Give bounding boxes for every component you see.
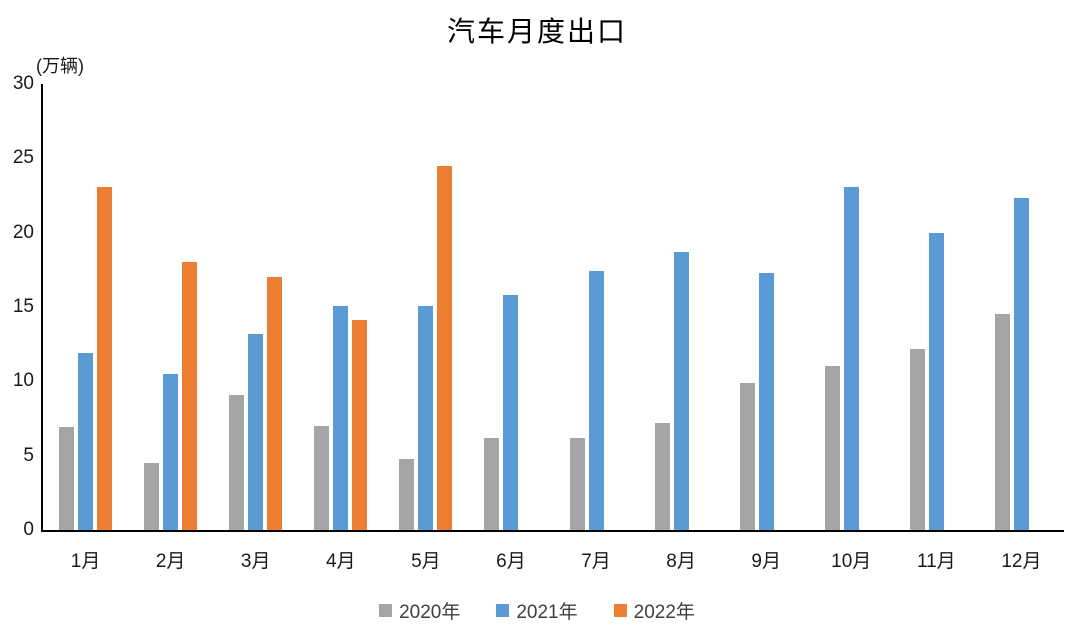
bar-2020年-3月 — [229, 394, 245, 530]
bar-group-8月 — [639, 84, 724, 530]
legend-item-2020年: 2020年 — [379, 597, 460, 624]
bar-2020年-9月 — [739, 382, 755, 530]
bar-2021年-9月 — [758, 272, 774, 530]
x-tick-label-1月: 1月 — [70, 551, 101, 572]
bar-2021年-3月 — [248, 333, 264, 530]
plot-area: 0 5 10 15 20 25 30 1月 2月 3月 4月 5月 6月 7月 8月 9月 10月 11月 12月 — [13, 73, 1064, 572]
bar-2021年-5月 — [418, 305, 434, 530]
legend-swatch-icon — [613, 604, 627, 617]
y-tick-label: 20 — [12, 221, 34, 243]
bar-2020年-5月 — [399, 458, 415, 530]
chart-title: 汽车月度出口 — [446, 15, 627, 48]
y-tick-label: 10 — [12, 370, 34, 392]
x-tick-label-12月: 12月 — [1001, 551, 1042, 572]
bar-2022年-1月 — [97, 186, 113, 530]
x-tick-label-9月: 9月 — [751, 551, 781, 572]
bar-2020年-11月 — [909, 348, 925, 530]
bar-2022年-2月 — [182, 262, 198, 530]
legend-item-2022年: 2022年 — [613, 597, 695, 624]
bar-group-4月 — [298, 84, 383, 530]
bar-group-3月 — [213, 84, 298, 530]
legend-swatch-icon — [379, 604, 393, 617]
y-tick-label: 0 — [23, 519, 34, 540]
bar-group-9月 — [724, 84, 809, 530]
bar-2020年-8月 — [654, 422, 670, 530]
bar-group-1月 — [43, 84, 128, 530]
bar-2022年-4月 — [352, 320, 368, 530]
bar-2020年-1月 — [59, 427, 75, 530]
bar-2021年-10月 — [843, 186, 859, 530]
bar-2021年-7月 — [588, 271, 604, 530]
bar-group-2月 — [128, 84, 213, 530]
bar-2021年-11月 — [928, 232, 944, 530]
x-axis-labels: 1月 2月 3月 4月 5月 6月 7月 8月 9月 10月 11月 12月 — [43, 546, 1064, 573]
bar-2021年-8月 — [673, 252, 689, 530]
bar-group-7月 — [553, 84, 638, 530]
bar-2021年-12月 — [1013, 198, 1029, 530]
bar-groups — [43, 84, 1064, 530]
x-tick-label-3月: 3月 — [240, 551, 271, 572]
y-tick-label: 15 — [12, 296, 34, 317]
x-tick-label-8月: 8月 — [666, 551, 696, 572]
x-tick-label-11月: 11月 — [916, 551, 956, 572]
bar-2022年-5月 — [437, 165, 453, 530]
x-tick-label-6月: 6月 — [496, 551, 526, 572]
legend-label: 2020年 — [399, 602, 461, 623]
legend: 2020年 2021年 2022年 — [0, 597, 1074, 624]
bar-2021年-6月 — [503, 295, 519, 530]
legend-label: 2021年 — [516, 602, 578, 623]
bar-2020年-2月 — [144, 463, 160, 530]
bar-group-10月 — [809, 84, 894, 530]
x-tick-label-5月: 5月 — [411, 551, 441, 572]
legend-item-2021年: 2021年 — [496, 597, 578, 624]
y-axis-unit-label: (万辆) — [36, 56, 84, 76]
bar-2021年-2月 — [163, 373, 179, 530]
bar-2020年-12月 — [994, 314, 1010, 530]
x-tick-label-7月: 7月 — [581, 551, 611, 572]
bar-2020年-6月 — [484, 437, 500, 530]
y-tick-label: 5 — [23, 444, 34, 466]
bar-2020年-4月 — [314, 425, 330, 530]
y-tick-label: 25 — [12, 147, 34, 169]
bar-2020年-7月 — [569, 437, 585, 530]
bar-group-11月 — [894, 84, 979, 530]
legend-label: 2022年 — [633, 602, 695, 623]
bar-2022年-3月 — [267, 277, 283, 530]
legend-swatch-icon — [496, 604, 510, 617]
x-tick-label-4月: 4月 — [325, 551, 356, 572]
bar-group-12月 — [979, 84, 1064, 530]
y-tick-label: 30 — [12, 73, 34, 94]
bar-2021年-1月 — [78, 353, 94, 530]
x-tick-label-2月: 2月 — [155, 551, 186, 572]
bar-group-6月 — [468, 84, 553, 530]
bar-group-5月 — [383, 84, 468, 530]
x-tick-label-10月: 10月 — [831, 551, 872, 572]
bar-2021年-4月 — [333, 305, 349, 530]
bar-2020年-10月 — [824, 366, 840, 530]
